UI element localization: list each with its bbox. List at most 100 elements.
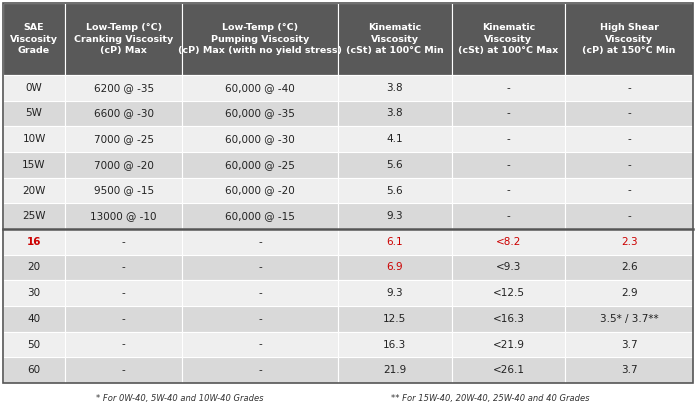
Text: 6200 @ -35: 6200 @ -35 xyxy=(94,83,154,93)
Text: 6.9: 6.9 xyxy=(386,263,403,273)
Text: 50: 50 xyxy=(27,339,40,349)
Bar xyxy=(182,229,338,255)
Text: 60,000 @ -30: 60,000 @ -30 xyxy=(225,134,295,144)
Text: ** For 15W-40, 20W-40, 25W-40 and 40 Grades: ** For 15W-40, 20W-40, 25W-40 and 40 Gra… xyxy=(390,394,590,403)
Text: -: - xyxy=(627,109,631,119)
Text: 2.6: 2.6 xyxy=(621,263,638,273)
Text: 3.8: 3.8 xyxy=(386,83,403,93)
Text: 15W: 15W xyxy=(22,160,46,170)
Text: -: - xyxy=(627,134,631,144)
Text: <12.5: <12.5 xyxy=(493,288,524,298)
Bar xyxy=(338,75,452,101)
Bar xyxy=(65,203,182,229)
Text: 60,000 @ -20: 60,000 @ -20 xyxy=(225,185,295,195)
Text: 16.3: 16.3 xyxy=(383,339,406,349)
Text: Low-Temp (°C)
Pumping Viscosity
(cP) Max (with no yield stress): Low-Temp (°C) Pumping Viscosity (cP) Max… xyxy=(178,23,342,55)
Bar xyxy=(452,255,565,280)
Text: -: - xyxy=(258,339,262,349)
Bar xyxy=(65,101,182,126)
Text: -: - xyxy=(258,237,262,247)
Text: 2.3: 2.3 xyxy=(621,237,638,247)
Bar xyxy=(452,152,565,178)
Text: -: - xyxy=(507,211,510,221)
Bar xyxy=(182,178,338,203)
Bar xyxy=(565,306,693,332)
Text: 13000 @ -10: 13000 @ -10 xyxy=(90,211,157,221)
Text: 60,000 @ -25: 60,000 @ -25 xyxy=(225,160,295,170)
Bar xyxy=(182,255,338,280)
Bar xyxy=(452,229,565,255)
Bar xyxy=(65,280,182,306)
Text: 16: 16 xyxy=(27,237,41,247)
Bar xyxy=(452,178,565,203)
Text: <8.2: <8.2 xyxy=(496,237,521,247)
Text: High Shear
Viscosity
(cP) at 150°C Min: High Shear Viscosity (cP) at 150°C Min xyxy=(583,23,676,55)
Bar xyxy=(3,229,65,255)
Bar xyxy=(338,126,452,152)
Bar xyxy=(3,280,65,306)
Text: 6.1: 6.1 xyxy=(386,237,403,247)
Text: 60,000 @ -35: 60,000 @ -35 xyxy=(225,109,295,119)
Bar xyxy=(182,152,338,178)
Text: <16.3: <16.3 xyxy=(493,314,524,324)
Bar xyxy=(338,178,452,203)
Bar xyxy=(3,152,65,178)
Bar xyxy=(182,280,338,306)
Bar xyxy=(3,178,65,203)
Bar xyxy=(338,3,452,75)
Text: -: - xyxy=(507,83,510,93)
Bar xyxy=(65,306,182,332)
Bar xyxy=(338,332,452,357)
Bar xyxy=(452,3,565,75)
Bar xyxy=(3,101,65,126)
Text: 40: 40 xyxy=(27,314,40,324)
Text: <21.9: <21.9 xyxy=(493,339,524,349)
Bar xyxy=(338,280,452,306)
Text: 3.7: 3.7 xyxy=(621,365,638,375)
Text: 2.9: 2.9 xyxy=(621,288,638,298)
Bar xyxy=(452,306,565,332)
Bar xyxy=(182,126,338,152)
Bar xyxy=(452,332,565,357)
Text: 25W: 25W xyxy=(22,211,46,221)
Text: -: - xyxy=(122,365,125,375)
Text: 20W: 20W xyxy=(22,185,46,195)
Text: <9.3: <9.3 xyxy=(496,263,521,273)
Text: * For 0W-40, 5W-40 and 10W-40 Grades: * For 0W-40, 5W-40 and 10W-40 Grades xyxy=(96,394,264,403)
Bar xyxy=(65,255,182,280)
Text: 5.6: 5.6 xyxy=(386,185,403,195)
Text: -: - xyxy=(122,288,125,298)
Text: -: - xyxy=(258,365,262,375)
Bar xyxy=(565,101,693,126)
Text: -: - xyxy=(258,263,262,273)
Bar xyxy=(182,101,338,126)
Bar xyxy=(3,357,65,383)
Text: 9.3: 9.3 xyxy=(386,211,403,221)
Bar xyxy=(65,126,182,152)
Text: <26.1: <26.1 xyxy=(493,365,524,375)
Text: 0W: 0W xyxy=(26,83,42,93)
Text: 6600 @ -30: 6600 @ -30 xyxy=(94,109,154,119)
Bar xyxy=(182,75,338,101)
Text: 30: 30 xyxy=(27,288,40,298)
Bar xyxy=(452,101,565,126)
Bar xyxy=(3,75,65,101)
Text: -: - xyxy=(507,160,510,170)
Bar xyxy=(565,75,693,101)
Text: Low-Temp (°C)
Cranking Viscosity
(cP) Max: Low-Temp (°C) Cranking Viscosity (cP) Ma… xyxy=(74,23,173,55)
Text: Kinematic
Viscosity
(cSt) at 100°C Min: Kinematic Viscosity (cSt) at 100°C Min xyxy=(346,23,443,55)
Bar xyxy=(65,75,182,101)
Bar xyxy=(182,3,338,75)
Bar xyxy=(452,203,565,229)
Bar xyxy=(65,229,182,255)
Bar xyxy=(338,229,452,255)
Bar xyxy=(338,357,452,383)
Bar xyxy=(3,255,65,280)
Bar xyxy=(65,3,182,75)
Text: -: - xyxy=(627,211,631,221)
Text: 7000 @ -25: 7000 @ -25 xyxy=(94,134,154,144)
Text: -: - xyxy=(258,314,262,324)
Bar xyxy=(338,101,452,126)
Bar xyxy=(182,203,338,229)
Text: 12.5: 12.5 xyxy=(383,314,406,324)
